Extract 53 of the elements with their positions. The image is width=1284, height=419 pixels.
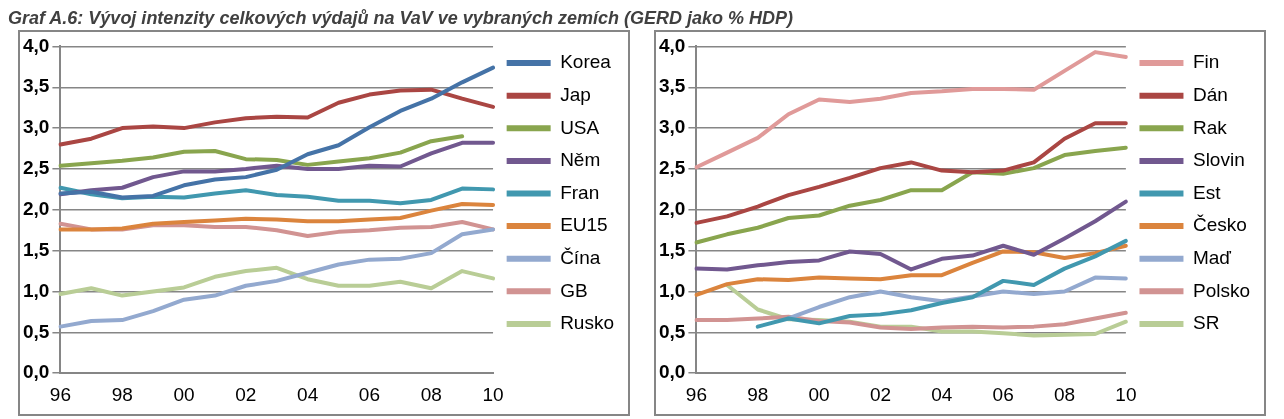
legend-label: USA: [560, 116, 600, 138]
legend-label: Slovin: [1192, 149, 1245, 171]
x-tick-label: 08: [1053, 383, 1076, 405]
y-tick-label: 0,5: [22, 320, 50, 342]
y-tick-label: 1,5: [22, 238, 50, 260]
x-tick-label: 06: [992, 383, 1014, 405]
y-tick-label: 2,5: [22, 157, 50, 179]
y-tick-label: 0,5: [658, 320, 686, 342]
legend-label: Dán: [1192, 83, 1228, 105]
y-tick-label: 1,0: [22, 279, 50, 301]
legend-label: Korea: [560, 51, 612, 73]
legend-label: Něm: [560, 149, 601, 171]
x-tick-label: 02: [235, 383, 257, 405]
x-tick-label: 02: [869, 383, 892, 405]
x-tick-label: 10: [1115, 383, 1137, 405]
x-tick-label: 98: [111, 383, 133, 405]
y-tick-label: 3,5: [658, 75, 686, 97]
x-tick-label: 96: [685, 383, 707, 405]
y-tick-label: 4,0: [22, 34, 50, 56]
legend-label: Fin: [1192, 51, 1220, 73]
legend-label: Est: [1192, 181, 1222, 203]
legend-label: Fran: [560, 181, 600, 203]
legend-label: EU15: [560, 214, 608, 236]
x-tick-label: 10: [482, 383, 504, 405]
legend-label: Jap: [560, 83, 591, 105]
x-tick-label: 08: [420, 383, 442, 405]
legend-label: SR: [1192, 312, 1220, 334]
legend-label: Polsko: [1192, 279, 1250, 301]
y-tick-label: 0,0: [658, 361, 686, 383]
x-tick-label: 98: [747, 383, 769, 405]
chart-title: Graf A.6: Vývoj intenzity celkových výdajů na VaV ve vybraných zemích (GERD jako % HDP): [8, 8, 794, 30]
y-tick-label: 2,0: [658, 198, 686, 220]
x-tick-label: 00: [808, 383, 830, 405]
legend-label: Rusko: [560, 312, 614, 334]
y-tick-label: 1,5: [658, 238, 686, 260]
legend-label: Česko: [1192, 214, 1247, 236]
x-tick-label: 04: [931, 383, 953, 405]
y-tick-label: 2,0: [22, 198, 50, 220]
y-tick-label: 3,0: [22, 116, 50, 138]
legend-label: Čína: [560, 246, 601, 268]
y-tick-label: 4,0: [658, 34, 686, 56]
x-tick-label: 96: [49, 383, 71, 405]
y-tick-label: 2,5: [658, 157, 686, 179]
x-tick-label: 06: [358, 383, 381, 405]
x-tick-label: 04: [297, 383, 319, 405]
y-tick-label: 1,0: [658, 279, 686, 301]
y-tick-label: 3,0: [658, 116, 686, 138]
x-tick-label: 00: [173, 383, 195, 405]
legend-label: Rak: [1192, 116, 1228, 138]
legend-label: Maď: [1192, 246, 1232, 268]
y-tick-label: 3,5: [22, 75, 50, 97]
legend-label: GB: [560, 279, 588, 301]
y-tick-label: 0,0: [22, 361, 50, 383]
